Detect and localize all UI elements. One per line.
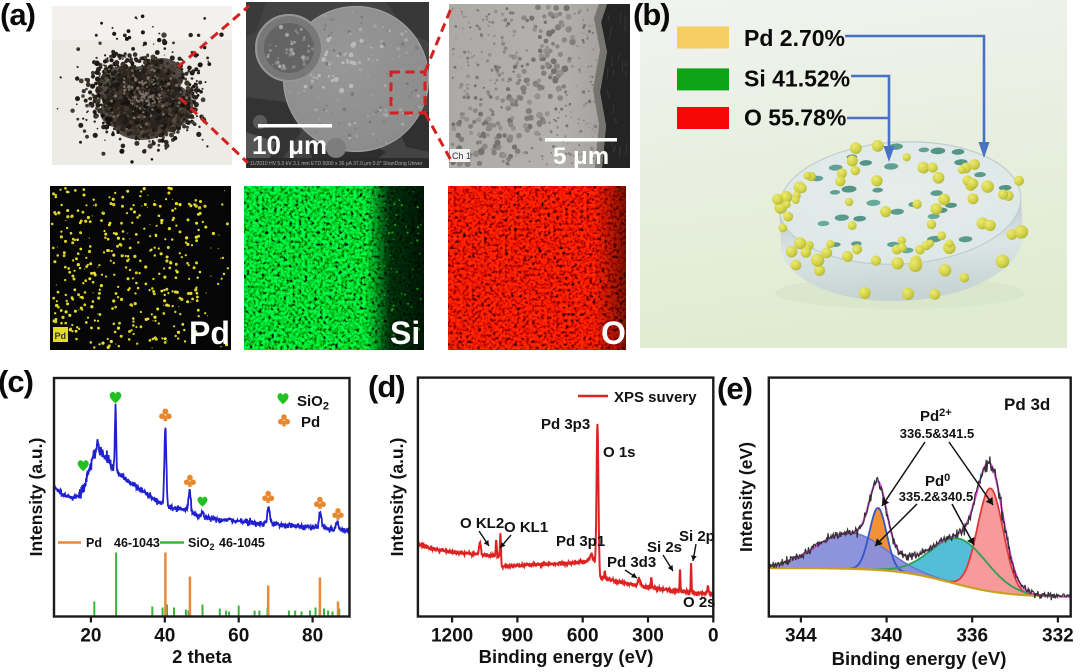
svg-text:SiO2: SiO2 [297,393,329,413]
svg-text:Pd 3p3: Pd 3p3 [541,416,590,433]
svg-text:5 μm: 5 μm [553,143,609,168]
svg-text:Pd 3d3: Pd 3d3 [607,554,656,571]
svg-text:Si: Si [246,336,255,346]
svg-text:Pd: Pd [189,315,230,350]
svg-text:0: 0 [708,626,719,647]
svg-text:Binding energy (eV): Binding energy (eV) [479,646,654,667]
svg-text:O: O [450,336,457,346]
svg-text:344: 344 [785,626,817,647]
svg-text:Pd: Pd [301,414,320,431]
svg-text:40: 40 [154,626,175,647]
svg-text:Intensity (a.u.): Intensity (a.u.) [387,438,407,557]
svg-text:Pd: Pd [55,331,67,341]
svg-text:Pd2+: Pd2+ [920,407,952,425]
svg-text:46-1043: 46-1043 [114,536,160,550]
svg-text:80: 80 [302,626,323,647]
svg-text:332: 332 [1042,626,1074,647]
svg-text:Pd 3d: Pd 3d [1004,395,1050,414]
svg-text:2 theta: 2 theta [172,646,232,667]
svg-text:O 1s: O 1s [603,444,636,461]
svg-text:1200: 1200 [431,626,473,647]
svg-text:XPS suvery: XPS suvery [614,389,697,406]
svg-text:O KL2: O KL2 [460,515,504,532]
svg-text:Si 41.52%: Si 41.52% [744,66,850,92]
svg-text:Intensity (eV): Intensity (eV) [736,442,756,552]
svg-text:10 μm: 10 μm [252,130,327,160]
svg-text:Pd 2.70%: Pd 2.70% [744,25,845,51]
svg-text:SiO2: SiO2 [188,536,215,552]
svg-text:60: 60 [228,626,249,647]
svg-text:Pd0: Pd0 [925,472,950,490]
svg-text:11/2010 HV 5.0 kV 3.1 mm ETD 5: 11/2010 HV 5.0 kV 3.1 mm ETD 5000 x 36 μ… [250,161,423,167]
svg-text:46-1045: 46-1045 [219,536,265,550]
svg-text:O 2s: O 2s [683,594,716,611]
svg-text:336.5&341.5: 336.5&341.5 [900,426,974,441]
svg-text:900: 900 [502,626,534,647]
svg-text:Si 2s: Si 2s [647,539,682,556]
svg-text:336: 336 [956,626,988,647]
svg-text:O 55.78%: O 55.78% [744,105,846,131]
svg-text:20: 20 [80,626,101,647]
svg-text:Ch 1: Ch 1 [452,151,471,161]
svg-text:O KL1: O KL1 [504,519,548,536]
svg-text:340: 340 [871,626,903,647]
svg-text:Pd: Pd [86,536,102,550]
svg-text:Intensity (a.u.): Intensity (a.u.) [26,438,46,557]
svg-text:600: 600 [567,626,599,647]
svg-text:Pd 3p1: Pd 3p1 [556,533,605,550]
svg-text:Si 2p: Si 2p [679,528,715,545]
svg-text:O: O [601,315,626,350]
svg-text:300: 300 [632,626,664,647]
svg-text:335.2&340.5: 335.2&340.5 [899,489,973,504]
svg-text:Si: Si [390,315,420,350]
svg-text:Binding energy (eV): Binding energy (eV) [832,648,1007,669]
